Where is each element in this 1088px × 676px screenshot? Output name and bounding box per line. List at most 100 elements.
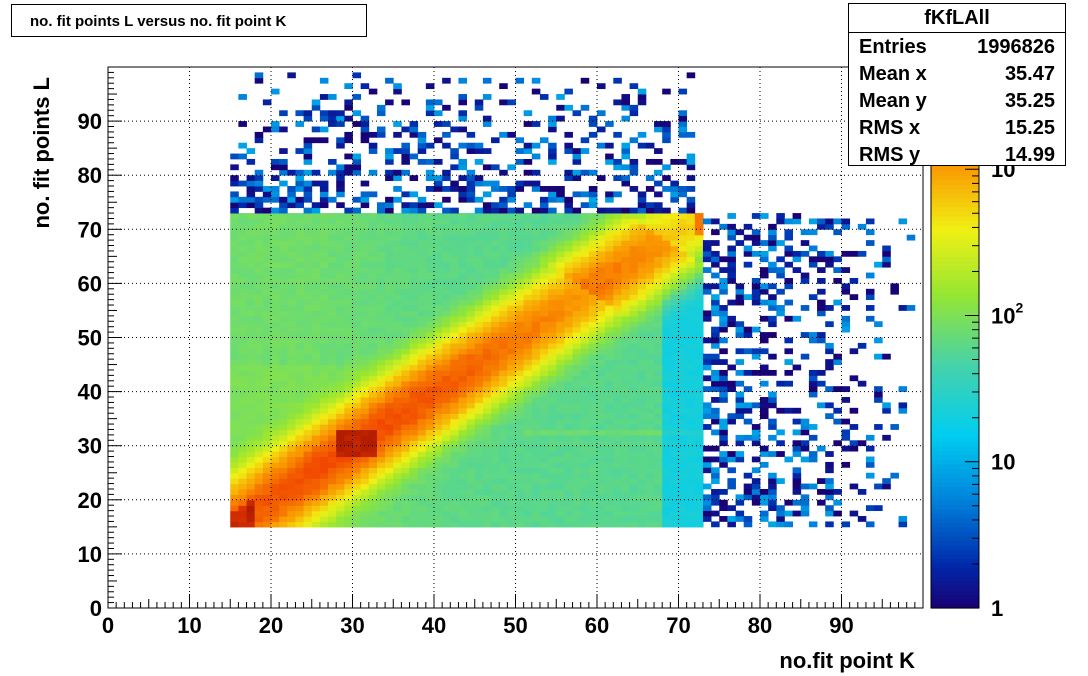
heatmap-cell <box>491 478 500 485</box>
heatmap-cell <box>238 240 248 247</box>
heatmap-cell <box>539 196 549 203</box>
heatmap-cell <box>393 310 402 317</box>
heatmap-cell <box>385 148 394 154</box>
heatmap-cell <box>515 213 525 220</box>
heatmap-cell <box>597 299 606 306</box>
heatmap-cell <box>613 499 623 506</box>
heatmap-cell <box>499 472 508 479</box>
heatmap-cell <box>450 516 460 523</box>
heatmap-cell <box>548 445 557 452</box>
heatmap-cell <box>629 510 639 517</box>
heatmap-cell <box>499 359 508 366</box>
heatmap-cell <box>654 516 663 523</box>
heatmap-cell <box>271 380 280 387</box>
heatmap-cell <box>450 337 460 344</box>
heatmap-cell <box>825 305 834 311</box>
heatmap-cell <box>352 72 362 79</box>
heatmap-cell <box>401 148 410 154</box>
heatmap-cell <box>360 337 370 344</box>
heatmap-cell <box>450 521 460 528</box>
heatmap-cell <box>417 229 427 236</box>
heatmap-cell <box>474 407 484 414</box>
heatmap-cell <box>442 521 451 528</box>
heatmap-cell <box>385 337 394 344</box>
heatmap-cell <box>409 359 419 366</box>
heatmap-cell <box>857 342 867 349</box>
heatmap-cell <box>499 207 508 214</box>
heatmap-cell <box>279 440 288 447</box>
heatmap-cell <box>401 467 411 474</box>
heatmap-cell <box>458 510 468 517</box>
heatmap-cell <box>702 456 712 463</box>
heatmap-cell <box>401 397 411 404</box>
heatmap-cell <box>841 521 851 528</box>
heatmap-cell <box>442 261 451 268</box>
heatmap-cell <box>319 505 329 512</box>
heatmap-cell <box>352 359 362 366</box>
heatmap-cell <box>588 277 598 284</box>
heatmap-cell <box>711 488 720 495</box>
heatmap-cell <box>491 499 500 506</box>
heatmap-cell <box>580 445 590 452</box>
heatmap-cell <box>735 369 745 376</box>
heatmap-cell <box>678 369 688 376</box>
color-scale-segment <box>931 535 979 541</box>
heatmap-cell <box>564 175 573 182</box>
heatmap-cell <box>556 521 565 528</box>
heatmap-cell <box>507 234 517 241</box>
heatmap-cell <box>572 488 582 495</box>
heatmap-cell <box>246 505 256 512</box>
heatmap-cell <box>841 315 851 322</box>
heatmap-cell <box>499 402 508 409</box>
heatmap-cell <box>434 250 443 257</box>
heatmap-cell <box>303 310 313 317</box>
heatmap-cell <box>376 250 386 257</box>
heatmap-cell <box>800 250 810 257</box>
heatmap-cell <box>254 494 264 501</box>
color-scale-label: 102 <box>991 299 1023 328</box>
heatmap-cell <box>295 229 305 236</box>
heatmap-cell <box>539 288 549 295</box>
heatmap-cell <box>499 521 508 528</box>
heatmap-cell <box>474 342 484 349</box>
heatmap-cell <box>271 467 280 474</box>
heatmap-cell <box>662 288 671 295</box>
heatmap-cell <box>605 191 614 198</box>
heatmap-cell <box>409 267 419 274</box>
heatmap-cell <box>621 213 631 220</box>
heatmap-cell <box>458 234 468 241</box>
heatmap-cell <box>629 472 639 479</box>
heatmap-cell <box>597 440 606 447</box>
heatmap-cell <box>645 283 655 290</box>
heatmap-cell <box>328 272 337 279</box>
heatmap-cell <box>588 440 598 447</box>
heatmap-cell <box>238 153 247 160</box>
heatmap-cell <box>645 326 655 333</box>
heatmap-cell <box>588 115 598 122</box>
heatmap-cell <box>572 359 582 366</box>
heatmap-cell <box>482 310 492 317</box>
heatmap-cell <box>328 283 337 290</box>
heatmap-cell <box>580 267 590 274</box>
heatmap-cell <box>898 386 908 392</box>
heatmap-cell <box>393 364 402 371</box>
heatmap-cell <box>817 478 826 484</box>
heatmap-cell <box>311 277 321 284</box>
heatmap-cell <box>393 391 402 398</box>
heatmap-cell <box>376 310 386 317</box>
color-scale-segment <box>931 472 979 478</box>
heatmap-cell <box>539 461 549 468</box>
heatmap-cell <box>523 332 533 339</box>
heatmap-cell <box>817 277 826 284</box>
heatmap-cell <box>531 445 541 452</box>
heatmap-cell <box>523 499 533 506</box>
heatmap-cell <box>360 440 370 447</box>
heatmap-cell <box>629 375 639 382</box>
heatmap-cell <box>841 397 851 403</box>
heatmap-cell <box>605 364 614 371</box>
heatmap-cell <box>751 488 761 495</box>
heatmap-cell <box>279 510 288 517</box>
heatmap-cell <box>670 337 680 344</box>
heatmap-cell <box>246 472 256 479</box>
heatmap-cell <box>629 305 639 312</box>
